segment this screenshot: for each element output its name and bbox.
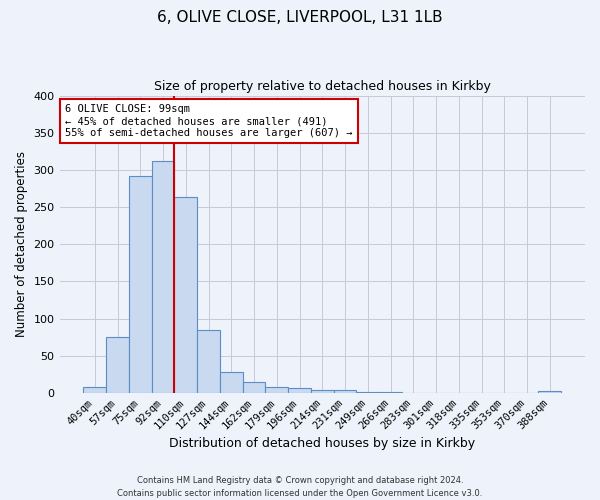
- Bar: [129, 176, 152, 393]
- Bar: [334, 390, 356, 393]
- Bar: [220, 372, 242, 393]
- Bar: [379, 392, 402, 393]
- Bar: [538, 391, 561, 393]
- Title: Size of property relative to detached houses in Kirkby: Size of property relative to detached ho…: [154, 80, 491, 93]
- Bar: [311, 390, 334, 393]
- Bar: [242, 382, 265, 393]
- Bar: [83, 387, 106, 393]
- Bar: [356, 392, 379, 393]
- X-axis label: Distribution of detached houses by size in Kirkby: Distribution of detached houses by size …: [169, 437, 475, 450]
- Bar: [152, 161, 175, 393]
- Bar: [106, 337, 129, 393]
- Text: 6 OLIVE CLOSE: 99sqm
← 45% of detached houses are smaller (491)
55% of semi-deta: 6 OLIVE CLOSE: 99sqm ← 45% of detached h…: [65, 104, 352, 138]
- Bar: [175, 198, 197, 393]
- Bar: [265, 387, 288, 393]
- Bar: [288, 388, 311, 393]
- Y-axis label: Number of detached properties: Number of detached properties: [15, 152, 28, 338]
- Text: Contains HM Land Registry data © Crown copyright and database right 2024.
Contai: Contains HM Land Registry data © Crown c…: [118, 476, 482, 498]
- Text: 6, OLIVE CLOSE, LIVERPOOL, L31 1LB: 6, OLIVE CLOSE, LIVERPOOL, L31 1LB: [157, 10, 443, 25]
- Bar: [197, 330, 220, 393]
